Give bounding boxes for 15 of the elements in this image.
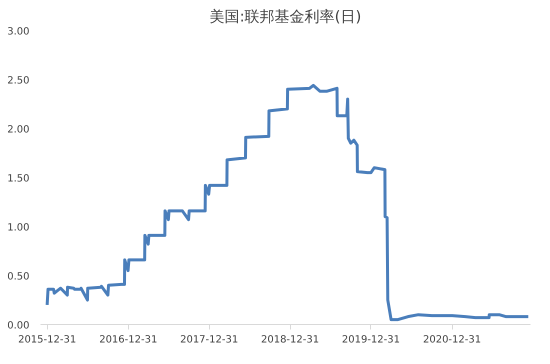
y-tick-label: 1.50 (7, 174, 30, 184)
x-tick-label: 2015-12-31 (18, 334, 76, 346)
y-tick-label: 3.00 (7, 26, 30, 38)
x-tick-label: 2020-12-31 (422, 334, 482, 346)
y-tick-label: 1.00 (7, 222, 30, 234)
y-tick-label: 2.50 (7, 76, 30, 86)
x-tick-label: 2017-12-31 (180, 334, 238, 346)
x-tick-label: 2016-12-31 (99, 334, 158, 346)
chart-title: 美国:联邦基金利率(日) (210, 8, 362, 26)
y-tick-label: 0.50 (7, 272, 30, 282)
x-tick-label: 2018-12-31 (260, 334, 320, 346)
y-tick-label: 0.00 (7, 320, 30, 332)
x-tick-label: 2019-12-31 (342, 334, 400, 346)
line-series (46, 84, 530, 322)
y-tick-label: 2.00 (7, 124, 30, 136)
